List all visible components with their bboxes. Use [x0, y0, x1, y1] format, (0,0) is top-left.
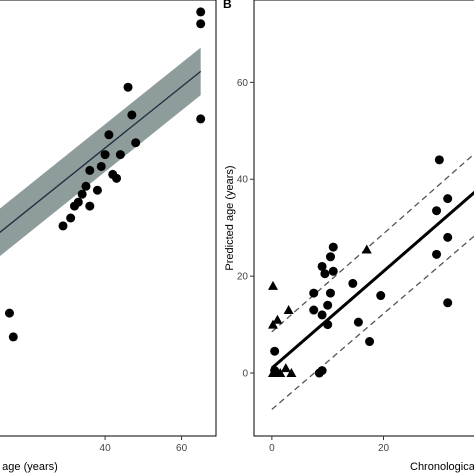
triangle-point [286, 368, 297, 378]
x-tick-label: 60 [176, 443, 188, 454]
panel-b: B 0 20 0 20 40 60 Chronological Predicted ag… [223, 0, 474, 473]
circle-point [443, 298, 453, 308]
circle-point [376, 291, 386, 301]
x-tick-label: 40 [100, 443, 112, 454]
circle-point [443, 232, 453, 242]
data-point [131, 138, 141, 148]
panel-b-regression-line [270, 190, 474, 370]
circle-point [325, 288, 335, 298]
circle-point [317, 310, 327, 320]
circle-point [348, 278, 358, 288]
circle-point [270, 346, 280, 356]
data-point [73, 197, 83, 207]
circle-point [328, 266, 338, 276]
data-point [81, 181, 91, 191]
circle-point [317, 366, 327, 376]
panel-b-y-ticks: 0 20 40 60 [237, 78, 254, 380]
circle-point [434, 155, 444, 165]
data-point [112, 173, 122, 183]
data-point [196, 114, 206, 124]
circle-point [309, 305, 319, 315]
data-point [58, 221, 68, 231]
circle-point [309, 288, 319, 298]
circle-point [323, 320, 333, 330]
panel-b-prediction-bounds [271, 153, 474, 410]
data-point [127, 110, 137, 120]
prediction-bound-upper [271, 153, 474, 333]
panel-a-points [4, 7, 206, 342]
data-point [4, 308, 14, 318]
prediction-bound-lower [271, 235, 474, 410]
triangle-point [280, 363, 291, 373]
data-point [96, 161, 106, 171]
data-point [85, 201, 95, 211]
panel-a-x-axis-label: age (years) [2, 461, 58, 473]
y-tick-label: 0 [242, 369, 248, 380]
panel-b-points [267, 155, 453, 378]
data-point [196, 7, 206, 17]
data-point [196, 19, 206, 29]
data-point [115, 150, 125, 160]
triangle-point [272, 314, 283, 324]
triangle-point [267, 319, 278, 329]
x-tick-label: 20 [378, 443, 390, 454]
circle-point [325, 252, 335, 262]
circle-point [353, 317, 363, 327]
triangle-point [267, 280, 278, 290]
panel-b-letter: B [223, 0, 232, 11]
triangle-point [275, 368, 286, 378]
data-point [8, 332, 18, 342]
triangle-point [267, 368, 278, 378]
circle-point [432, 249, 442, 259]
circle-point [320, 269, 330, 279]
y-tick-label: 60 [237, 78, 249, 89]
data-point [123, 82, 133, 92]
y-tick-label: 40 [237, 175, 249, 186]
regression-line-segment [0, 70, 202, 234]
data-point [100, 150, 110, 160]
circle-point [365, 337, 375, 347]
panel-b-x-ticks: 0 20 [269, 436, 390, 454]
regression-line-segment [270, 190, 474, 370]
circle-point [317, 261, 327, 271]
circle-point [443, 194, 453, 204]
triangle-point [361, 244, 372, 254]
circle-point [328, 242, 338, 252]
y-tick-label: 20 [237, 272, 249, 283]
panel-a-regression-line [0, 70, 202, 234]
x-tick-label: 0 [269, 443, 275, 454]
circle-point [323, 300, 333, 310]
panel-a: 40 60 age (years) [0, 0, 217, 473]
panel-b-frame [253, 0, 474, 437]
data-point [92, 185, 102, 195]
panel-b-x-axis-label: Chronological [410, 461, 474, 473]
data-point [104, 130, 114, 140]
panel-b-y-axis-label: Predicted age (years) [224, 165, 236, 270]
panel-a-x-ticks: 40 60 [100, 436, 188, 454]
panel-a-frame [0, 0, 217, 437]
triangle-point [283, 305, 294, 315]
data-point [66, 213, 76, 223]
circle-point [432, 206, 442, 216]
data-point [85, 165, 95, 175]
data-point [77, 189, 87, 199]
